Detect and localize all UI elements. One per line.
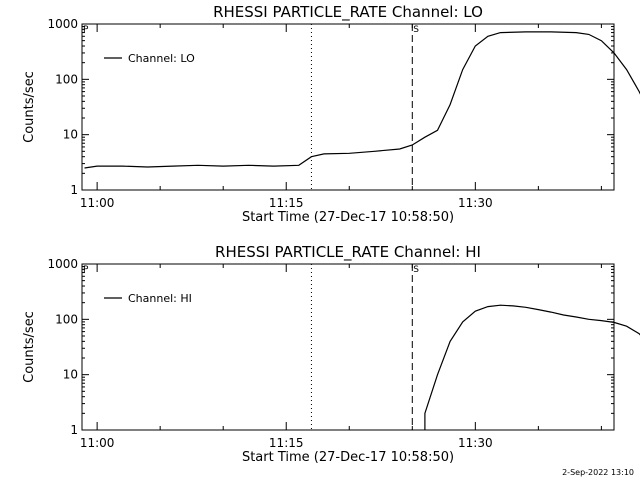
y-tick-label: 100 bbox=[55, 72, 78, 86]
x-tick-label: 11:00 bbox=[80, 196, 115, 210]
x-axis-label: Start Time (27-Dec-17 10:58:50) bbox=[242, 450, 454, 465]
x-tick-label: 11:15 bbox=[269, 436, 304, 450]
lo-channel-panel: RHESSI PARTICLE_RATE Channel: LO 1 10 100 10… bbox=[22, 3, 640, 225]
y-tick-label: 10 bbox=[63, 368, 78, 382]
x-tick-label: 11:15 bbox=[269, 196, 304, 210]
chart-title: RHESSI PARTICLE_RATE Channel: HI bbox=[215, 243, 481, 262]
y-tick-label: 1000 bbox=[47, 17, 78, 31]
footer-timestamp: 2-Sep-2022 13:10 bbox=[562, 468, 634, 477]
series-line bbox=[425, 305, 640, 430]
marker-label: S bbox=[413, 25, 419, 35]
marker-label: S bbox=[413, 265, 419, 275]
chart-title: RHESSI PARTICLE_RATE Channel: LO bbox=[213, 3, 483, 22]
y-axis-label: Counts/sec bbox=[22, 71, 37, 143]
plot-frame bbox=[82, 24, 614, 190]
legend-label: Channel: HI bbox=[128, 292, 192, 305]
y-tick-label: 100 bbox=[55, 312, 78, 326]
y-tick-label: 10 bbox=[63, 128, 78, 142]
corner-marker-label: P bbox=[83, 265, 89, 275]
y-tick-label: 1 bbox=[70, 183, 78, 197]
legend-label: Channel: LO bbox=[128, 52, 195, 65]
y-tick-label: 1000 bbox=[47, 257, 78, 271]
corner-marker-label: P bbox=[83, 25, 89, 35]
x-tick-label: 11:30 bbox=[458, 436, 493, 450]
x-tick-label: 11:30 bbox=[458, 196, 493, 210]
hi-channel-panel: RHESSI PARTICLE_RATE Channel: HI 1 10 100 10… bbox=[22, 243, 640, 465]
y-axis-label: Counts/sec bbox=[22, 311, 37, 383]
plot-frame bbox=[82, 264, 614, 430]
y-tick-label: 1 bbox=[70, 423, 78, 437]
x-axis-label: Start Time (27-Dec-17 10:58:50) bbox=[242, 210, 454, 225]
x-tick-label: 11:00 bbox=[80, 436, 115, 450]
